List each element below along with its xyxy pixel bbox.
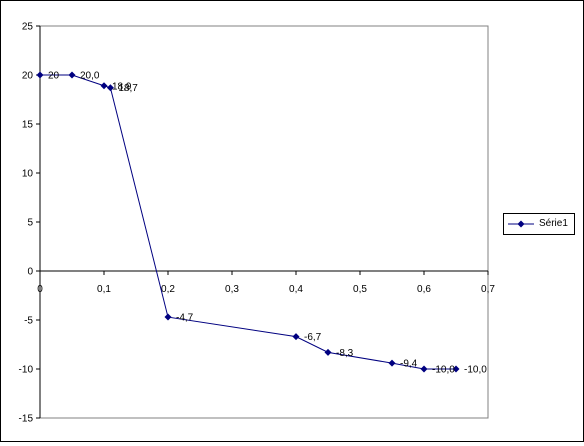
data-point xyxy=(36,71,44,79)
x-tick-label: 0,2 xyxy=(161,284,175,295)
x-tick-label: 0,7 xyxy=(481,284,495,295)
y-tick-label: 20 xyxy=(22,71,34,82)
x-tick-label: 0,6 xyxy=(417,284,431,295)
data-label: -10,0 xyxy=(464,365,487,376)
y-tick-label: -15 xyxy=(19,414,34,425)
plot-area xyxy=(39,25,489,419)
y-tick-label: 25 xyxy=(22,22,34,33)
data-point xyxy=(100,82,108,90)
data-label: -4,7 xyxy=(176,313,194,324)
x-tick-label: 0,5 xyxy=(353,284,367,295)
legend: Série1 xyxy=(503,213,575,235)
y-tick-label: 10 xyxy=(22,169,34,180)
legend-swatch-icon xyxy=(508,220,534,228)
data-label: 20 xyxy=(48,71,60,82)
y-tick-label: 5 xyxy=(27,218,33,229)
data-point xyxy=(388,359,396,367)
data-point xyxy=(324,348,332,356)
data-point xyxy=(292,333,300,341)
data-label: -6,7 xyxy=(304,332,322,343)
data-point xyxy=(452,365,460,373)
x-tick-label: 0,3 xyxy=(225,284,239,295)
y-tick-label: 15 xyxy=(22,120,34,131)
series-line-serie1 xyxy=(40,74,456,370)
legend-label-serie1: Série1 xyxy=(539,218,568,229)
data-point xyxy=(420,365,428,373)
y-tick-label: -5 xyxy=(24,316,33,327)
data-label: -10,0 xyxy=(432,365,455,376)
data-point xyxy=(68,71,76,79)
data-point xyxy=(164,313,172,321)
data-label: 18,9 xyxy=(112,81,132,92)
data-label: 18,7 xyxy=(118,83,138,94)
x-tick-label: 0 xyxy=(37,284,43,295)
y-tick-label: -10 xyxy=(19,365,34,376)
data-label: 20,0 xyxy=(80,71,100,82)
data-point xyxy=(106,84,114,92)
x-tick-label: 0,4 xyxy=(289,284,303,295)
data-label: -9,4 xyxy=(400,359,418,370)
data-label: -8,3 xyxy=(336,348,354,359)
x-tick-label: 0,1 xyxy=(97,284,111,295)
y-tick-label: 0 xyxy=(27,267,33,278)
